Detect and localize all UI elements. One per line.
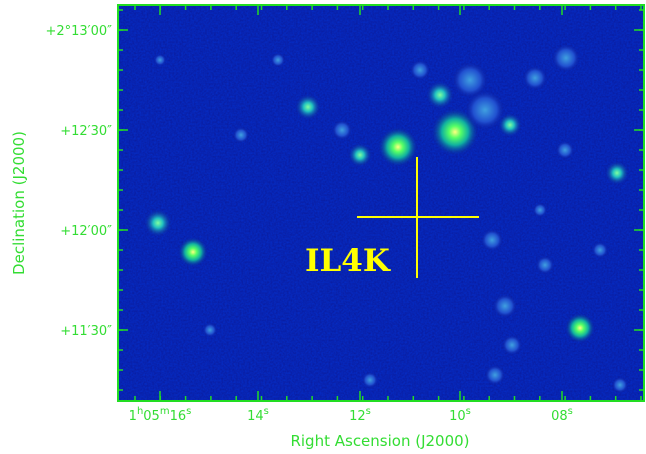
y-tick-label: +12′00″: [60, 224, 112, 239]
sky-source: [144, 209, 172, 237]
x-tick-label: 10s: [449, 406, 471, 424]
sky-source: [378, 127, 418, 167]
sky-source: [426, 81, 454, 109]
plot-frame: [117, 4, 645, 402]
sky-source: [481, 229, 503, 251]
sky-image: [118, 5, 644, 401]
sky-source: [556, 141, 574, 159]
tick-marks: [118, 5, 644, 401]
y-tick-label: +11′30″: [60, 324, 112, 339]
sky-source: [523, 66, 547, 90]
sky-source: [452, 62, 488, 98]
sky-source: [431, 108, 479, 156]
sky-source: [493, 294, 517, 318]
sky-source: [233, 127, 249, 143]
sky-source: [605, 161, 629, 185]
y-tick-label: +2°13′00″: [45, 24, 112, 39]
sky-source: [502, 335, 522, 355]
sky-source: [203, 323, 217, 337]
sky-source: [295, 94, 321, 120]
sky-source: [332, 120, 352, 140]
sky-source: [271, 53, 285, 67]
sources-layer: [144, 44, 629, 393]
sky-source: [533, 203, 547, 217]
x-tick-label: 08s: [551, 406, 573, 424]
sky-source: [552, 44, 580, 72]
sky-source: [154, 54, 166, 66]
sky-source: [178, 237, 208, 267]
target-marker: IL4K: [305, 157, 479, 279]
sky-source: [410, 60, 430, 80]
y-tick-label: +12′30″: [60, 124, 112, 139]
sky-source: [565, 313, 595, 343]
sky-source: [485, 365, 505, 385]
sky-source: [612, 377, 628, 393]
x-tick-label: 14s: [247, 406, 269, 424]
target-label: IL4K: [305, 243, 391, 279]
x-tick-label: 12s: [349, 406, 371, 424]
sky-source: [592, 242, 608, 258]
x-axis-title: Right Ascension (J2000): [290, 432, 469, 450]
sky-source: [536, 256, 554, 274]
sky-source: [465, 90, 505, 130]
sky-source: [348, 143, 372, 167]
sky-source: [498, 113, 522, 137]
x-tick-label: 1h05m16s: [129, 406, 192, 424]
y-axis-title: Declination (J2000): [10, 131, 28, 275]
sky-source: [362, 372, 378, 388]
